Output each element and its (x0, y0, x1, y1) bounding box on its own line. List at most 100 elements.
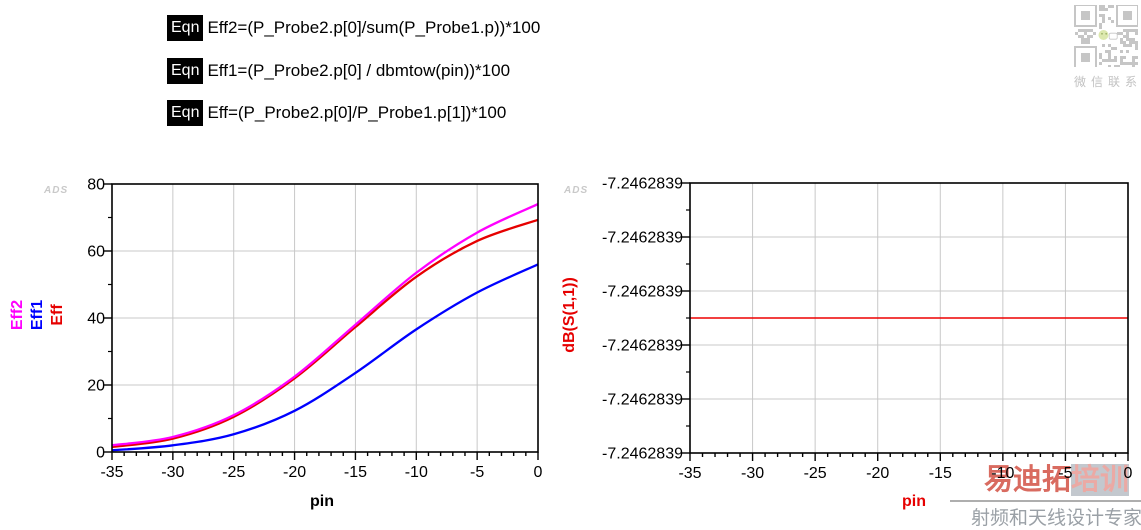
qr-module (1117, 65, 1120, 68)
qr-finder-core (1081, 11, 1090, 20)
qr-module (1087, 29, 1090, 32)
x-tick-label: -5 (470, 464, 484, 481)
equation-text-eff: Eff=(P_Probe2.p[0]/P_Probe1.p[1])*100 (207, 103, 507, 122)
x-tick-label: -30 (741, 465, 764, 482)
qr-module (1126, 62, 1129, 65)
x-tick-label: -35 (678, 465, 701, 482)
x-tick-label: -30 (161, 464, 184, 481)
qr-module (1102, 59, 1105, 62)
qr-module (1078, 29, 1081, 32)
qr-module (1120, 62, 1123, 65)
plot-border (689, 182, 1129, 454)
left-chart-series-axis-label-Eff2: Eff2 (9, 299, 26, 331)
qr-module (1129, 62, 1132, 65)
qr-module (1132, 29, 1135, 32)
qr-module (1093, 32, 1096, 35)
ads-logo-left: ADS (44, 185, 69, 196)
qr-module (1108, 59, 1111, 62)
brand-watermark-subtitle: 射频和天线设计专家 (971, 508, 1141, 529)
qr-finder-core (1123, 11, 1132, 20)
qr-finder (1074, 4, 1097, 27)
qr-module (1126, 38, 1129, 41)
qr-module (1081, 35, 1084, 38)
y-tick-label: 20 (87, 378, 105, 395)
left-chart-plot-area[interactable] (112, 184, 538, 452)
qr-module (1135, 47, 1138, 50)
qr-module (1123, 35, 1126, 38)
left-chart-series-axis-label-Eff1: Eff1 (29, 299, 46, 331)
x-tick-label: -15 (344, 464, 367, 481)
left-chart-series-axis-label-Eff: Eff (49, 304, 66, 326)
qr-module (1090, 35, 1093, 38)
qr-module (1078, 35, 1081, 38)
y-tick-label: -7.2462839 (602, 338, 683, 355)
qr-module (1120, 59, 1123, 62)
qr-module (1111, 5, 1114, 8)
qr-module (1123, 44, 1126, 47)
qr-module (1084, 41, 1087, 44)
left-chart-xaxis-title: pin (310, 493, 334, 510)
right-chart-plot-area[interactable] (690, 183, 1128, 453)
qr-module (1099, 8, 1102, 11)
qr-module (1126, 44, 1129, 47)
qr-module (1120, 38, 1123, 41)
qr-module (1135, 56, 1138, 59)
qr-module (1126, 50, 1129, 53)
qr-module (1108, 5, 1111, 8)
qr-module (1132, 41, 1135, 44)
qr-module (1111, 47, 1114, 50)
equation-row-eff[interactable]: Eqn Eff=(P_Probe2.p[0]/P_Probe1.p[1])*10… (167, 100, 506, 126)
equation-text-eff1: Eff1=(P_Probe2.p[0] / dbmtow(pin))*100 (207, 61, 511, 80)
qr-module (1132, 62, 1135, 65)
qr-module (1117, 32, 1120, 35)
x-tick-label: -20 (866, 465, 889, 482)
qr-bubble-icon (1108, 32, 1118, 40)
y-tick-label: 40 (87, 311, 105, 328)
qr-module (1081, 38, 1084, 41)
qr-module (1105, 8, 1108, 11)
qr-module (1108, 17, 1111, 20)
qr-module (1084, 38, 1087, 41)
qr-module (1132, 38, 1135, 41)
x-tick-label: 0 (1124, 465, 1133, 482)
y-tick-label: -7.2462839 (602, 446, 683, 463)
y-tick-label: -7.2462839 (602, 284, 683, 301)
qr-module (1135, 62, 1138, 65)
eqn-badge: Eqn (167, 15, 204, 41)
qr-module (1120, 56, 1123, 59)
qr-module (1111, 59, 1114, 62)
qr-module (1126, 32, 1129, 35)
qr-module (1099, 23, 1102, 26)
x-tick-label: -20 (283, 464, 306, 481)
qr-module (1129, 41, 1132, 44)
qr-module (1129, 38, 1132, 41)
qr-code-icon (1074, 4, 1139, 69)
y-tick-label: 60 (87, 244, 105, 261)
qr-module (1108, 44, 1111, 47)
qr-module (1132, 65, 1135, 68)
qr-module (1090, 29, 1093, 32)
qr-module (1132, 56, 1135, 59)
qr-module (1123, 56, 1126, 59)
x-tick-label: -15 (929, 465, 952, 482)
qr-module (1099, 62, 1102, 65)
left-chart-plot: -35 -30 -25 -20 -15 -10 -5 0 0 20 40 60 80 (87, 177, 542, 482)
qr-module (1102, 5, 1105, 8)
x-tick-label: -10 (405, 464, 428, 481)
qr-module (1102, 8, 1105, 11)
right-chart-xaxis-title: pin (902, 493, 926, 510)
eqn-badge: Eqn (167, 58, 204, 84)
equation-row-eff1[interactable]: Eqn Eff1=(P_Probe2.p[0] / dbmtow(pin))*1… (167, 58, 510, 84)
x-tick-label: -35 (100, 464, 123, 481)
ads-logo-right: ADS (564, 185, 589, 196)
qr-module (1084, 32, 1087, 35)
qr-module (1105, 59, 1108, 62)
qr-module (1087, 35, 1090, 38)
qr-module (1132, 59, 1135, 62)
x-tick-label: -25 (804, 465, 827, 482)
equation-row-eff2[interactable]: Eqn Eff2=(P_Probe2.p[0]/sum(P_Probe1.p))… (167, 15, 540, 41)
qr-module (1126, 29, 1129, 32)
qr-module (1135, 44, 1138, 47)
y-tick-label: -7.2462839 (602, 230, 683, 247)
